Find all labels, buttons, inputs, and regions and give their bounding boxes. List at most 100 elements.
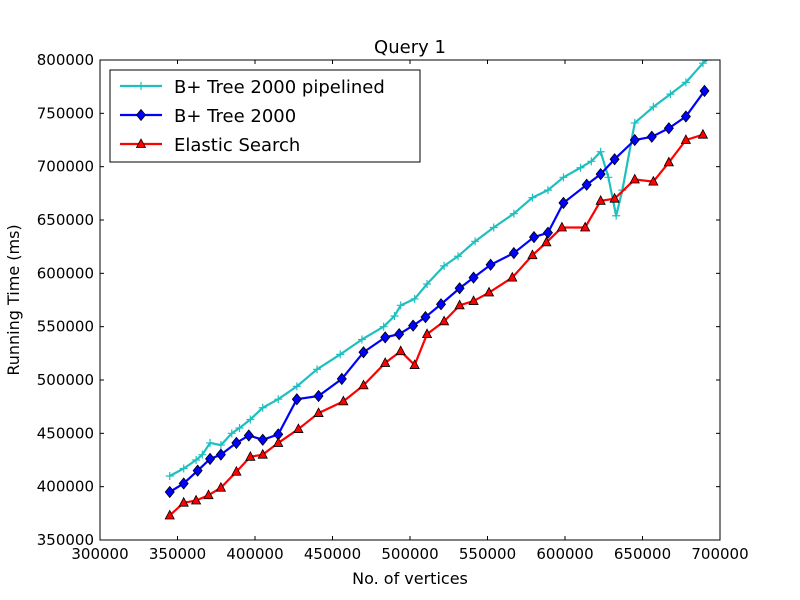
data-point [438,315,450,326]
data-point [203,489,214,500]
data-point [579,221,591,232]
data-point [313,365,321,374]
data-point [231,465,242,476]
data-point [663,122,674,135]
axis-ticks: 300000 350000 400000 450000 500000 550000 6000… [37,51,749,563]
y-tick-label: 750000 [37,104,94,122]
data-point [357,335,366,344]
data-point [507,271,518,282]
data-point [190,494,202,505]
data-point [198,450,207,459]
data-point [257,448,268,459]
data-point [395,345,406,356]
data-point [336,372,347,386]
x-tick-label: 550000 [459,545,516,563]
plot-area [164,60,712,520]
data-point [508,246,519,260]
data-point [245,450,256,461]
x-tick-label: 600000 [536,545,593,563]
data-point [192,456,201,464]
data-point [178,477,189,490]
data-point [409,359,420,369]
data-point [609,153,620,166]
data-point [681,78,690,87]
data-point [609,192,620,203]
data-point [698,60,707,68]
y-tick-label: 500000 [37,371,94,389]
y-axis-label: Running Time (ms) [4,224,23,375]
y-tick-label: 550000 [37,318,94,336]
data-point [164,485,175,499]
x-axis-label: No. of vertices [352,569,468,588]
x-tick-label: 500000 [381,545,438,563]
data-point [273,437,284,447]
chart-title: Query 1 [374,37,446,58]
data-point [483,286,495,297]
data-point [666,90,675,99]
data-point [556,221,568,232]
data-point [629,133,640,147]
data-point [257,433,268,446]
data-point [215,481,227,492]
data-point [338,395,349,406]
data-point [420,310,431,324]
data-point [410,294,419,303]
data-point [313,407,324,417]
data-point [454,252,463,261]
legend-marker [137,82,145,90]
data-point [440,261,449,270]
data-point [468,295,479,305]
legend-label: Elastic Search [174,135,300,156]
data-point [680,110,691,123]
data-point [380,357,391,367]
data-point [559,173,568,182]
data-point [396,301,405,310]
data-point [394,328,405,341]
legend-label: B+ Tree 2000 [174,106,296,127]
data-point [527,249,538,260]
data-point [408,319,419,332]
series-1 [164,84,710,499]
y-tick-label: 700000 [37,158,94,176]
y-tick-label: 650000 [37,211,94,229]
series-0 [165,60,712,480]
x-tick-label: 350000 [149,545,206,563]
data-point [231,436,242,450]
data-point [612,211,621,220]
data-point [379,322,388,331]
data-point [680,134,692,144]
data-point [454,299,465,310]
data-point [292,382,301,391]
legend-label: B+ Tree 2000 pipelined [174,77,385,98]
x-tick-label: 700000 [691,545,748,563]
x-tick-label: 300000 [71,545,128,563]
data-point [227,429,236,438]
data-point [509,209,518,218]
data-point [587,157,596,166]
x-tick-label: 450000 [304,545,361,563]
data-point [576,163,585,172]
data-point [179,464,188,473]
data-point [206,438,215,447]
series-line [169,60,709,477]
data-point [663,156,675,167]
legend: B+ Tree 2000 pipelined B+ Tree 2000 Elasti… [109,69,421,163]
data-point [178,496,189,507]
data-point [313,389,324,403]
data-point [542,226,553,239]
data-point [471,237,480,246]
data-point [293,423,304,433]
data-point [595,168,606,181]
data-point [246,415,255,424]
data-point [646,130,657,143]
data-point [235,424,244,432]
data-point [699,84,710,98]
data-point [528,230,540,244]
data-point [192,464,203,477]
data-point [435,298,447,311]
legend-marker [135,108,147,122]
data-point [558,196,569,210]
data-point [274,395,283,404]
data-point [595,194,606,205]
